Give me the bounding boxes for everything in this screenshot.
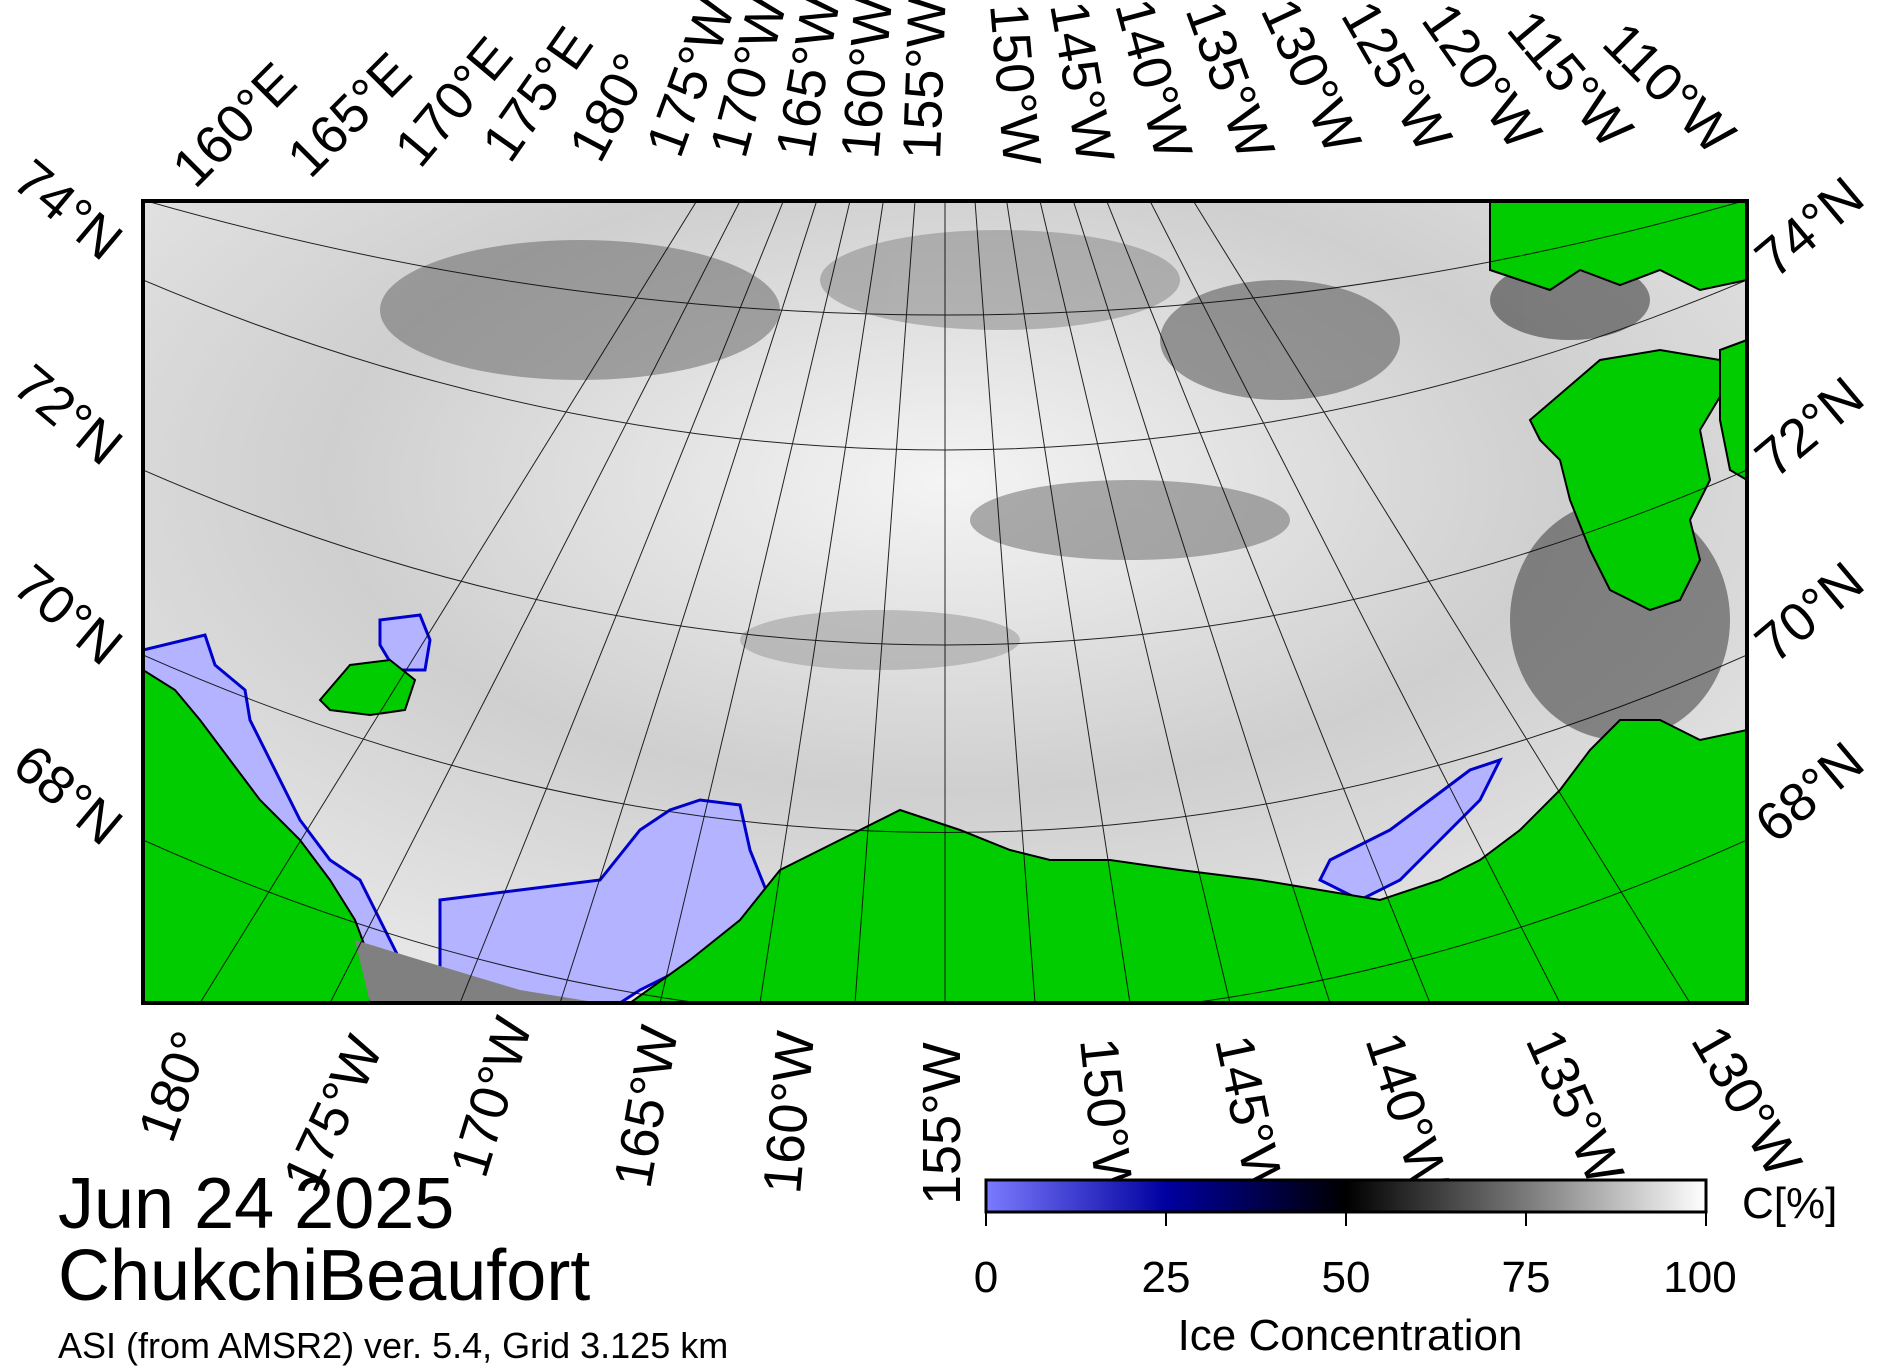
land-arctic-archipelago bbox=[1489, 201, 1747, 292]
land-wrangel-island bbox=[318, 658, 417, 717]
bottom-lon-label: 170°W bbox=[439, 1010, 544, 1183]
colorbar-tick-label: 50 bbox=[1322, 1253, 1371, 1302]
low-ice-region-wrangel bbox=[378, 613, 432, 672]
bottom-lon-label: 165°W bbox=[603, 1021, 690, 1192]
low-ice-region-mackenzie bbox=[1317, 757, 1503, 902]
bottom-lon-label: 145°W bbox=[1203, 1030, 1296, 1202]
land-chukotka bbox=[143, 668, 371, 1003]
low-ice-region-kotzebue bbox=[438, 798, 772, 1003]
bottom-lon-label: 140°W bbox=[1354, 1025, 1461, 1198]
land-alaska bbox=[628, 719, 1747, 1003]
right-lat-label: 70°N bbox=[1744, 551, 1875, 675]
top-lon-label: 160°W bbox=[830, 0, 904, 161]
colorbar-gradient bbox=[984, 1178, 1708, 1214]
colorbar-tick-label: 100 bbox=[1663, 1253, 1736, 1302]
bottom-lon-label: 150°W bbox=[1068, 1035, 1145, 1203]
left-lat-label: 70°N bbox=[2, 553, 133, 677]
right-latitude-labels: 74°N 72°N 70°N 68°N bbox=[1744, 166, 1875, 855]
date-title: Jun 24 2025 bbox=[58, 1164, 454, 1244]
bottom-lon-label: 135°W bbox=[1514, 1020, 1635, 1193]
right-lat-label: 72°N bbox=[1744, 366, 1875, 490]
right-lat-label: 74°N bbox=[1744, 166, 1875, 290]
right-lat-label: 68°N bbox=[1744, 731, 1875, 855]
colorbar-unit: C[%] bbox=[1742, 1179, 1837, 1228]
land-victoria-island bbox=[1719, 338, 1747, 482]
top-lon-label: 165°E bbox=[276, 42, 423, 189]
bottom-lon-label: 155°W bbox=[912, 1042, 972, 1205]
bottom-lon-label: 180° bbox=[127, 1024, 222, 1149]
colorbar-tick-label: 25 bbox=[1142, 1253, 1191, 1302]
land-banks-island bbox=[1528, 348, 1732, 612]
masked-coast-grey bbox=[355, 940, 600, 1003]
top-longitude-labels: 160°E 165°E 170°E 175°E 180° 175°W 170°W… bbox=[161, 0, 1746, 198]
left-latitude-labels: 74°N 72°N 70°N 68°N bbox=[2, 148, 133, 857]
map-panel bbox=[143, 201, 1747, 1003]
colorbar-title: Ice Concentration bbox=[1178, 1311, 1523, 1360]
bottom-lon-label: 160°W bbox=[752, 1029, 826, 1196]
graticule bbox=[143, 201, 1747, 1003]
product-caption: ASI (from AMSR2) ver. 5.4, Grid 3.125 km bbox=[58, 1325, 728, 1366]
left-lat-label: 74°N bbox=[2, 148, 133, 272]
left-lat-label: 68°N bbox=[2, 733, 133, 857]
top-lon-label: 160°E bbox=[161, 52, 308, 199]
top-lon-label: 155°W bbox=[892, 0, 958, 160]
region-title: ChukchiBeaufort bbox=[58, 1236, 590, 1316]
colorbar-tick-label: 0 bbox=[974, 1253, 998, 1302]
map-frame bbox=[141, 199, 1749, 1005]
colorbar-legend: 0 25 50 75 100 C[%] Ice Concentration bbox=[974, 1178, 1837, 1360]
left-lat-label: 72°N bbox=[2, 353, 133, 477]
top-lon-label: 150°W bbox=[978, 1, 1052, 168]
bottom-lon-label: 130°W bbox=[1680, 1016, 1813, 1187]
colorbar-tick-label: 75 bbox=[1502, 1253, 1551, 1302]
